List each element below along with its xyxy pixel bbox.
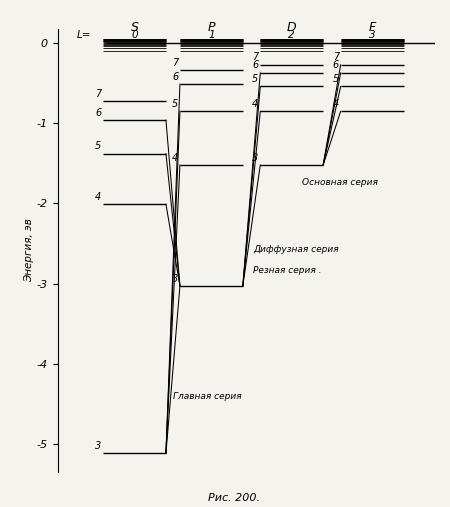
Text: 7: 7 xyxy=(252,52,259,62)
Text: 6: 6 xyxy=(172,71,178,82)
Text: 2: 2 xyxy=(288,30,295,41)
Text: P: P xyxy=(207,21,215,33)
Text: 5: 5 xyxy=(172,99,178,109)
Text: S: S xyxy=(130,21,139,33)
Text: 3: 3 xyxy=(95,441,101,451)
Text: 7: 7 xyxy=(95,89,101,98)
Text: 4: 4 xyxy=(95,192,101,202)
Text: 6: 6 xyxy=(95,107,101,118)
Text: 4: 4 xyxy=(172,153,178,163)
Text: 6: 6 xyxy=(333,60,339,70)
Text: 6: 6 xyxy=(252,60,259,70)
Text: 3: 3 xyxy=(369,30,375,41)
Y-axis label: Энергия, эв: Энергия, эв xyxy=(24,219,34,282)
Text: 5: 5 xyxy=(252,74,259,84)
Text: L=: L= xyxy=(77,30,91,41)
Text: Рис. 200.: Рис. 200. xyxy=(208,493,260,503)
Text: Резная серия .: Резная серия . xyxy=(253,266,322,275)
Text: 0: 0 xyxy=(131,30,138,41)
Text: 4: 4 xyxy=(252,99,259,109)
Text: 1: 1 xyxy=(208,30,215,41)
Text: 3: 3 xyxy=(172,273,178,283)
Text: 5: 5 xyxy=(333,74,339,84)
Text: F: F xyxy=(369,21,376,33)
Text: 7: 7 xyxy=(333,52,339,62)
Text: 5: 5 xyxy=(95,141,101,152)
Text: Диффузная серия: Диффузная серия xyxy=(253,245,339,254)
Text: 4: 4 xyxy=(333,99,339,109)
Text: Главная серия: Главная серия xyxy=(173,391,242,401)
Text: D: D xyxy=(287,21,297,33)
Text: Основная серия: Основная серия xyxy=(302,178,378,187)
Text: 7: 7 xyxy=(172,58,178,68)
Text: 3: 3 xyxy=(252,153,259,163)
